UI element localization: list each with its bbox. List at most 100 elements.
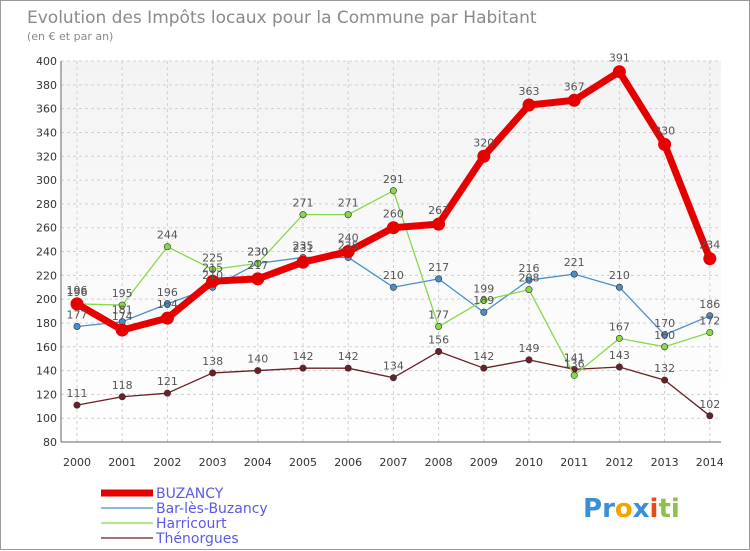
data-point-buzancy [251, 272, 265, 286]
logo-letter: o [615, 494, 633, 524]
data-label-bar-l-s-buzancy: 235 [338, 239, 359, 252]
y-tick-label: 340 [36, 126, 57, 139]
proxiti-logo: Proxiti [583, 494, 680, 524]
data-point-harricourt [209, 265, 217, 273]
data-label-buzancy: 260 [383, 208, 404, 221]
legend-label-buzancy: BUZANCY [156, 486, 224, 502]
data-label-buzancy: 215 [202, 261, 223, 274]
data-point-th-norgues [209, 369, 217, 377]
data-label-th-norgues: 141 [564, 351, 585, 364]
data-label-th-norgues: 149 [519, 342, 540, 355]
data-label-buzancy: 217 [247, 259, 268, 272]
data-point-th-norgues [73, 401, 81, 409]
legend: BUZANCYBar-lès-BuzancyHarricourtThénorgu… [101, 486, 268, 547]
data-point-harricourt [615, 334, 623, 342]
data-label-buzancy: 240 [338, 232, 359, 245]
data-point-th-norgues [254, 367, 262, 375]
data-label-harricourt: 208 [519, 272, 540, 285]
data-point-th-norgues [299, 364, 307, 372]
data-point-th-norgues [480, 364, 488, 372]
y-tick-label: 120 [36, 388, 57, 401]
legend-label-harricourt: Harricourt [156, 516, 227, 532]
data-label-harricourt: 230 [247, 245, 268, 258]
data-point-bar-l-s-buzancy [615, 283, 623, 291]
data-label-bar-l-s-buzancy: 181 [112, 304, 133, 317]
data-label-buzancy: 330 [654, 124, 675, 137]
x-tick-label: 2006 [334, 456, 362, 469]
data-point-harricourt [525, 286, 533, 294]
data-labels: 111 118 121 138 140 142 142 134 156 142 149 141 143 1… [67, 52, 721, 411]
data-point-harricourt [661, 343, 669, 351]
data-point-buzancy [432, 217, 446, 231]
data-label-th-norgues: 134 [383, 360, 404, 373]
y-tick-label: 260 [36, 222, 57, 235]
data-point-bar-l-s-buzancy [163, 300, 171, 308]
series-buzancy [70, 65, 717, 337]
data-label-th-norgues: 142 [293, 350, 314, 363]
data-label-harricourt: 291 [383, 173, 404, 186]
y-tick-label: 140 [36, 365, 57, 378]
data-label-th-norgues: 132 [654, 362, 675, 375]
data-point-buzancy [522, 98, 536, 112]
data-point-buzancy [477, 149, 491, 163]
data-label-th-norgues: 111 [67, 387, 88, 400]
legend-label-bar-l-s-buzancy: Bar-lès-Buzancy [156, 501, 268, 517]
logo-letter: i [671, 494, 680, 524]
data-label-bar-l-s-buzancy: 170 [654, 317, 675, 330]
data-label-harricourt: 271 [293, 197, 314, 210]
y-tick-label: 240 [36, 246, 57, 259]
data-point-harricourt [118, 301, 126, 309]
data-label-buzancy: 263 [428, 204, 449, 217]
data-point-th-norgues [163, 389, 171, 397]
y-tick-label: 360 [36, 103, 57, 116]
data-label-bar-l-s-buzancy: 235 [293, 239, 314, 252]
data-label-bar-l-s-buzancy: 186 [699, 298, 720, 311]
data-point-harricourt [706, 328, 714, 336]
data-point-buzancy [341, 245, 355, 258]
x-tick-label: 2003 [199, 456, 227, 469]
data-point-harricourt [570, 371, 578, 379]
data-label-bar-l-s-buzancy: 217 [428, 261, 449, 274]
data-point-bar-l-s-buzancy [706, 312, 714, 320]
y-tick-label: 100 [36, 412, 57, 425]
proxiti-logo-text: Proxiti [583, 494, 680, 524]
data-label-buzancy: 320 [473, 136, 494, 149]
y-tick-label: 380 [36, 79, 57, 92]
x-tick-label: 2001 [108, 456, 136, 469]
data-point-harricourt [299, 211, 307, 219]
y-tick-label: 220 [36, 269, 57, 282]
data-point-harricourt [254, 259, 262, 267]
x-tick-label: 2012 [605, 456, 633, 469]
y-tick-label: 280 [36, 198, 57, 211]
data-label-th-norgues: 102 [699, 398, 720, 411]
data-label-bar-l-s-buzancy: 230 [247, 245, 268, 258]
data-point-bar-l-s-buzancy [73, 323, 81, 331]
data-point-harricourt [344, 211, 352, 219]
data-point-buzancy [386, 221, 400, 235]
y-tick-label: 400 [36, 55, 57, 68]
data-point-buzancy [567, 93, 581, 107]
data-point-th-norgues [118, 393, 126, 401]
grid [61, 60, 721, 443]
data-label-bar-l-s-buzancy: 196 [157, 286, 178, 299]
y-tick-label: 180 [36, 317, 57, 330]
data-point-buzancy [206, 274, 220, 288]
data-point-bar-l-s-buzancy [570, 270, 578, 278]
data-label-bar-l-s-buzancy: 210 [202, 269, 223, 282]
data-label-th-norgues: 118 [112, 379, 133, 392]
data-point-bar-l-s-buzancy [480, 308, 488, 316]
data-label-harricourt: 196 [67, 286, 88, 299]
data-point-buzancy [612, 65, 626, 79]
x-tick-label: 2007 [379, 456, 407, 469]
data-label-buzancy: 234 [699, 239, 720, 252]
data-label-bar-l-s-buzancy: 177 [67, 309, 88, 322]
data-label-harricourt: 195 [112, 287, 133, 300]
data-label-buzancy: 196 [67, 284, 88, 297]
data-point-buzancy [160, 311, 174, 325]
legend-label-th-norgues: Thénorgues [155, 531, 239, 547]
data-point-th-norgues [389, 374, 397, 382]
data-label-buzancy: 174 [112, 310, 133, 323]
data-point-bar-l-s-buzancy [525, 276, 533, 284]
